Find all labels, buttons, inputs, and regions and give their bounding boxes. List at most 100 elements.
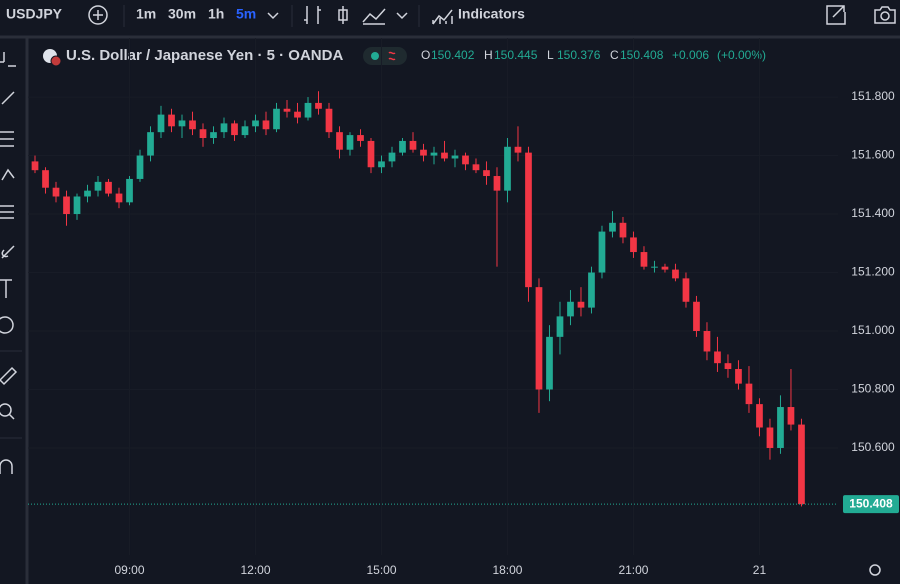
candles-icon[interactable] — [338, 6, 348, 24]
bars-icon[interactable] — [304, 6, 321, 24]
status-dot — [371, 52, 379, 60]
y-tick-label: 150.800 — [851, 382, 895, 396]
symbol[interactable]: USDJPY — [6, 6, 63, 22]
candle-body — [462, 155, 469, 165]
fullscreen-icon[interactable] — [826, 5, 846, 25]
candle-body — [577, 301, 585, 308]
text-tool[interactable] — [0, 279, 12, 298]
market-status[interactable] — [363, 47, 407, 65]
candle-body — [420, 149, 427, 156]
candle-body — [42, 170, 49, 188]
emoji-tool[interactable] — [0, 316, 14, 334]
jp-flag — [50, 55, 62, 67]
candle-body — [178, 120, 186, 127]
candle-body — [168, 114, 175, 127]
legend-label: L — [547, 48, 554, 62]
candle-body — [651, 266, 658, 268]
indicators-icon[interactable] — [432, 9, 453, 25]
chart-title: U.S. Dollar / Japanese Yen · 5 · OANDA — [66, 47, 343, 64]
last-price-label: 150.408 — [849, 496, 893, 510]
candle-body — [504, 146, 511, 191]
candle-body — [745, 383, 753, 405]
zoom-tool[interactable] — [0, 403, 12, 417]
candle-body — [714, 351, 721, 364]
candle-body — [546, 336, 553, 390]
change: +0.006 — [672, 48, 709, 62]
candle-body — [210, 132, 217, 139]
brush-tool[interactable] — [1, 245, 15, 259]
legend-label: H — [484, 48, 493, 62]
legend-value: 150.376 — [557, 48, 601, 62]
ohlc-legend: O 150.402 H 150.445 L 150.376 C 150.408 — [421, 48, 664, 62]
candle-body — [619, 222, 627, 238]
candle-body — [52, 187, 60, 197]
candle-body — [252, 120, 259, 127]
indicators-button[interactable]: Indicators — [458, 6, 525, 22]
candle-body — [703, 331, 711, 352]
x-tick-label: 18:00 — [492, 563, 522, 577]
candle-body — [430, 152, 438, 156]
candle-body — [588, 272, 595, 308]
active-interval[interactable]: 5m — [236, 6, 256, 22]
candle-body — [735, 369, 742, 384]
candle-body — [724, 363, 732, 370]
change-percent: (+0.00%) — [717, 48, 766, 62]
candle-body — [273, 108, 280, 130]
candle-body — [535, 287, 543, 390]
candle-body — [294, 111, 301, 118]
chart-type-menu[interactable] — [396, 12, 408, 20]
area-icon[interactable] — [362, 8, 386, 25]
interval[interactable]: 30m — [168, 6, 196, 22]
x-tick-label: 15:00 — [366, 563, 396, 577]
x-tick-label: 12:00 — [240, 563, 270, 577]
fib-tool[interactable] — [0, 131, 14, 147]
candle-body — [63, 196, 70, 215]
settings-icon[interactable] — [869, 564, 881, 576]
candle-body — [672, 269, 679, 279]
ruler-tool[interactable] — [0, 366, 18, 386]
candle-body — [73, 196, 81, 215]
candle-body — [147, 132, 154, 156]
candle-body — [304, 102, 312, 118]
pattern-tool[interactable] — [1, 168, 15, 181]
interval-menu-icon[interactable] — [267, 12, 279, 20]
magnet-tool[interactable] — [0, 459, 13, 474]
status-waves — [388, 51, 396, 61]
candle-body — [346, 135, 354, 150]
candle-body — [556, 316, 564, 337]
candle-body — [451, 155, 459, 159]
candle-body — [441, 152, 448, 159]
candle-body — [567, 301, 574, 317]
candle-body — [84, 190, 91, 197]
projection-tool[interactable] — [0, 205, 14, 219]
add-symbol-icon[interactable] — [88, 5, 108, 25]
candle-body — [756, 404, 763, 428]
candle-body — [199, 129, 207, 139]
trendline-tool[interactable] — [1, 91, 15, 105]
interval[interactable]: 1h — [208, 6, 224, 22]
snapshot-icon[interactable] — [874, 6, 896, 24]
snapshot-lens — [880, 11, 890, 21]
y-tick-label: 150.600 — [851, 440, 895, 454]
add-symbol-plus — [93, 10, 103, 20]
interval[interactable]: 1m — [136, 6, 156, 22]
candle-body — [357, 135, 364, 141]
candle-body — [94, 181, 102, 191]
legend-value: 150.402 — [431, 48, 475, 62]
candle-body — [189, 120, 196, 130]
candle-body — [766, 427, 774, 448]
candle-body — [525, 152, 532, 288]
candle-body — [661, 266, 669, 270]
candle-body — [126, 178, 133, 203]
y-tick-label: 151.200 — [851, 265, 895, 279]
candle-body — [777, 407, 784, 448]
crosshair-tool[interactable] — [0, 52, 16, 67]
legend-value: 150.445 — [494, 48, 538, 62]
x-tick-label: 21:00 — [618, 563, 648, 577]
candle-body — [682, 278, 690, 302]
candle-body — [241, 126, 249, 136]
candle-body — [787, 407, 795, 425]
candle-body — [598, 231, 606, 273]
